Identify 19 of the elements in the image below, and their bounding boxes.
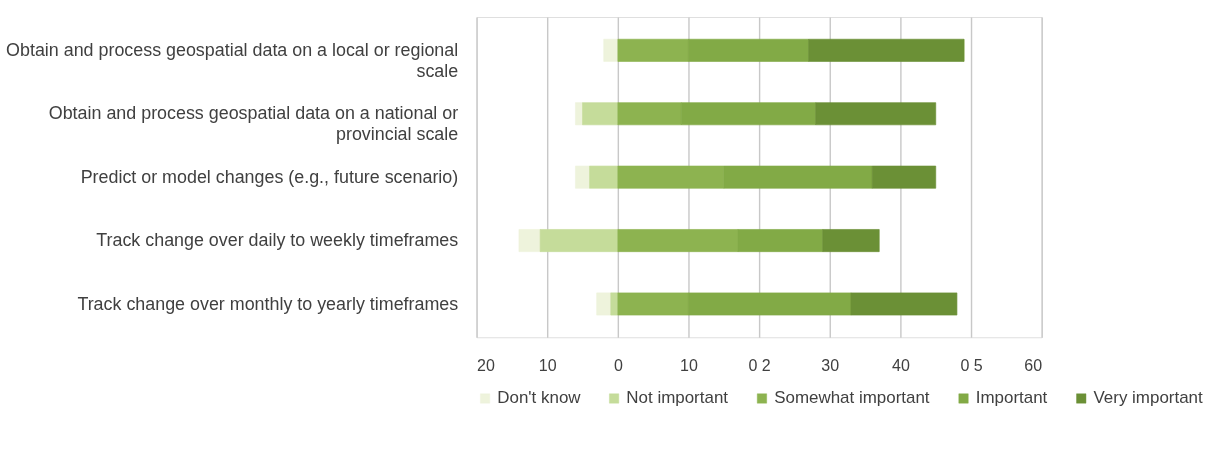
x-tick-label: 10 (680, 356, 698, 374)
x-tick-label: 20 (477, 356, 495, 374)
x-tick-label: 0 5 (960, 356, 983, 374)
y-tick-label: Predict or model changes (e.g., future scenario) (80, 166, 459, 187)
legend-label: Very important (1093, 388, 1203, 408)
y-tick-label: Obtain and process geospatial data on a national or provincial scale (48, 103, 459, 145)
y-tick-label: Obtain and process geospatial data on a local or regional scale (6, 39, 459, 81)
x-tick-label: 0 2 (748, 356, 771, 374)
x-tick-label: 0 (613, 356, 623, 374)
x-tick-label: 40 (891, 356, 910, 374)
legend-label: Somewhat important (774, 388, 930, 408)
legend-label: Don't know (497, 388, 582, 408)
y-tick-label: Track change over monthly to yearly timeframes (77, 293, 459, 314)
x-tick-label: 10 (538, 356, 557, 374)
legend-label: Not important (626, 388, 729, 408)
y-tick-label: Track change over daily to weekly timeframes (96, 230, 459, 251)
x-tick-label: 30 (821, 356, 840, 374)
legend-label: Important (975, 388, 1048, 408)
x-tick-label: 60 (1024, 356, 1043, 374)
